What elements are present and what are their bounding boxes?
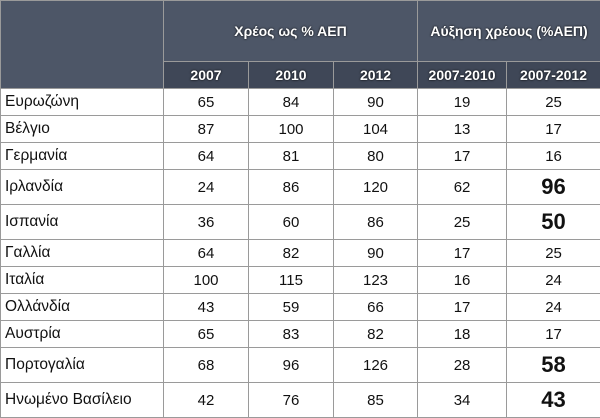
value-cell: 28: [418, 348, 507, 383]
value-cell: 17: [418, 143, 507, 170]
value-cell: 85: [334, 383, 418, 418]
value-cell: 58: [507, 348, 600, 383]
value-cell: 24: [507, 267, 600, 294]
group-header: Χρέος ως % ΑΕΠ: [164, 1, 418, 62]
value-cell: 86: [249, 170, 334, 205]
country-cell: Πορτογαλία: [1, 348, 164, 383]
group-header: Αύξηση χρέους (%ΑΕΠ): [418, 1, 600, 62]
country-cell: Γαλλία: [1, 240, 164, 267]
column-header: 2007: [164, 62, 249, 89]
value-cell: 82: [334, 321, 418, 348]
value-cell: 13: [418, 116, 507, 143]
header-blank: [1, 1, 164, 89]
value-cell: 86: [334, 205, 418, 240]
value-cell: 36: [164, 205, 249, 240]
country-cell: Ηνωμένο Βασίλειο: [1, 383, 164, 418]
value-cell: 64: [164, 240, 249, 267]
value-cell: 64: [164, 143, 249, 170]
country-cell: Αυστρία: [1, 321, 164, 348]
value-cell: 66: [334, 294, 418, 321]
page: Χρέος ως % ΑΕΠ Αύξηση χρέους (%ΑΕΠ) 2007…: [0, 0, 600, 409]
value-cell: 126: [334, 348, 418, 383]
value-cell: 16: [418, 267, 507, 294]
country-cell: Ισπανία: [1, 205, 164, 240]
country-cell: Ολλάνδία: [1, 294, 164, 321]
value-cell: 24: [507, 294, 600, 321]
value-cell: 43: [507, 383, 600, 418]
value-cell: 59: [249, 294, 334, 321]
value-cell: 104: [334, 116, 418, 143]
value-cell: 42: [164, 383, 249, 418]
column-header: 2012: [334, 62, 418, 89]
value-cell: 96: [249, 348, 334, 383]
value-cell: 81: [249, 143, 334, 170]
column-header: 2007-2012: [507, 62, 600, 89]
value-cell: 24: [164, 170, 249, 205]
value-cell: 25: [507, 89, 600, 116]
value-cell: 83: [249, 321, 334, 348]
value-cell: 80: [334, 143, 418, 170]
column-header: 2007-2010: [418, 62, 507, 89]
value-cell: 123: [334, 267, 418, 294]
country-cell: Βέλγιο: [1, 116, 164, 143]
value-cell: 17: [418, 294, 507, 321]
value-cell: 100: [249, 116, 334, 143]
value-cell: 65: [164, 321, 249, 348]
value-cell: 100: [164, 267, 249, 294]
value-cell: 84: [249, 89, 334, 116]
value-cell: 62: [418, 170, 507, 205]
value-cell: 115: [249, 267, 334, 294]
country-cell: Ιταλία: [1, 267, 164, 294]
value-cell: 65: [164, 89, 249, 116]
value-cell: 87: [164, 116, 249, 143]
country-cell: Γερμανία: [1, 143, 164, 170]
value-cell: 17: [507, 321, 600, 348]
value-cell: 17: [507, 116, 600, 143]
value-cell: 43: [164, 294, 249, 321]
value-cell: 25: [418, 205, 507, 240]
value-cell: 50: [507, 205, 600, 240]
value-cell: 96: [507, 170, 600, 205]
country-cell: Ιρλανδία: [1, 170, 164, 205]
value-cell: 34: [418, 383, 507, 418]
value-cell: 82: [249, 240, 334, 267]
country-cell: Ευρωζώνη: [1, 89, 164, 116]
value-cell: 68: [164, 348, 249, 383]
value-cell: 120: [334, 170, 418, 205]
value-cell: 25: [507, 240, 600, 267]
value-cell: 16: [507, 143, 600, 170]
value-cell: 19: [418, 89, 507, 116]
value-cell: 90: [334, 240, 418, 267]
column-header: 2010: [249, 62, 334, 89]
value-cell: 60: [249, 205, 334, 240]
header-row: Χρέος ως % ΑΕΠ Αύξηση χρέους (%ΑΕΠ): [1, 1, 600, 62]
value-cell: 76: [249, 383, 334, 418]
value-cell: 18: [418, 321, 507, 348]
value-cell: 90: [334, 89, 418, 116]
value-cell: 17: [418, 240, 507, 267]
